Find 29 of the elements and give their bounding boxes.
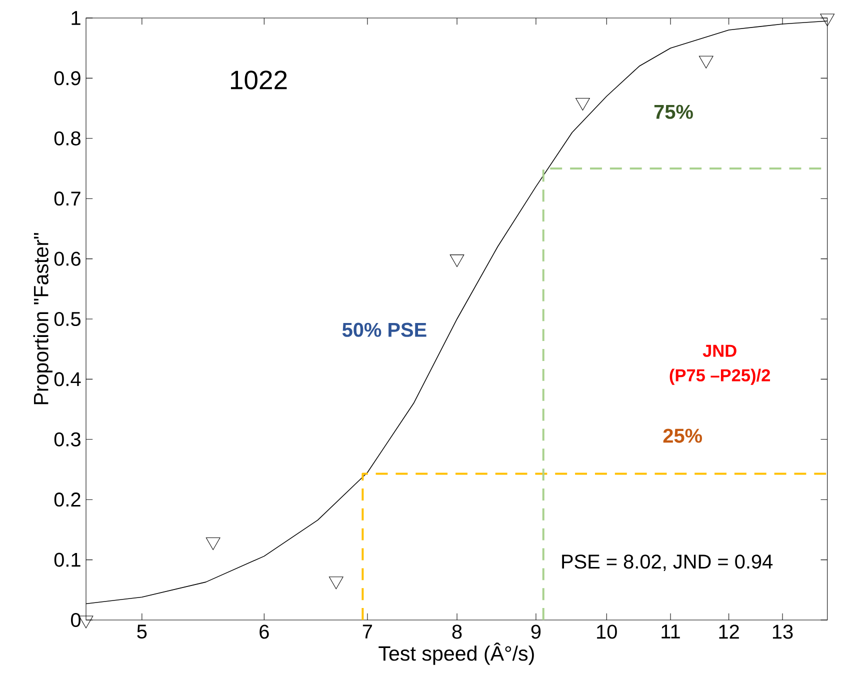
annotation: 75% [654,104,693,119]
y-tick-label: 0.9 [54,71,80,86]
y-tick-label: 0.8 [54,131,80,146]
annotation: 25% [663,428,702,443]
annotation: (P75 –P25)/2 [670,368,770,385]
x-tick-label: 12 [719,624,739,639]
annotation: 50% PSE [342,322,426,337]
y-tick-label: 0.2 [54,492,80,507]
x-tick-label: 13 [772,624,793,639]
x-tick-label: 9 [531,624,541,639]
y-tick-label: 0.6 [54,252,80,266]
x-tick-label: 8 [452,624,462,639]
y-tick-label: 0 [71,612,81,628]
y-tick-label: 0.3 [54,432,80,446]
x-tick-label: 11 [662,624,680,638]
x-tick-label: 7 [362,624,372,638]
y-tick-label: 1 [72,11,80,25]
x-tick-label: 5 [137,624,147,639]
x-tick-label: 10 [597,624,617,639]
y-axis-title: Proportion "Faster" [33,233,52,404]
y-tick-label: 0.1 [54,552,80,567]
y-tick-label: 0.5 [54,312,80,326]
y-tick-label: 0.7 [54,192,80,206]
annotation: PSE = 8.02, JND = 0.94 [562,554,773,572]
y-tick-label: 0.4 [54,372,81,386]
x-axis-title: Test speed (Â°/s) [378,642,534,665]
x-tick-label: 6 [260,624,269,639]
annotation: JND [702,344,736,357]
annotation: 1022 [230,70,287,90]
